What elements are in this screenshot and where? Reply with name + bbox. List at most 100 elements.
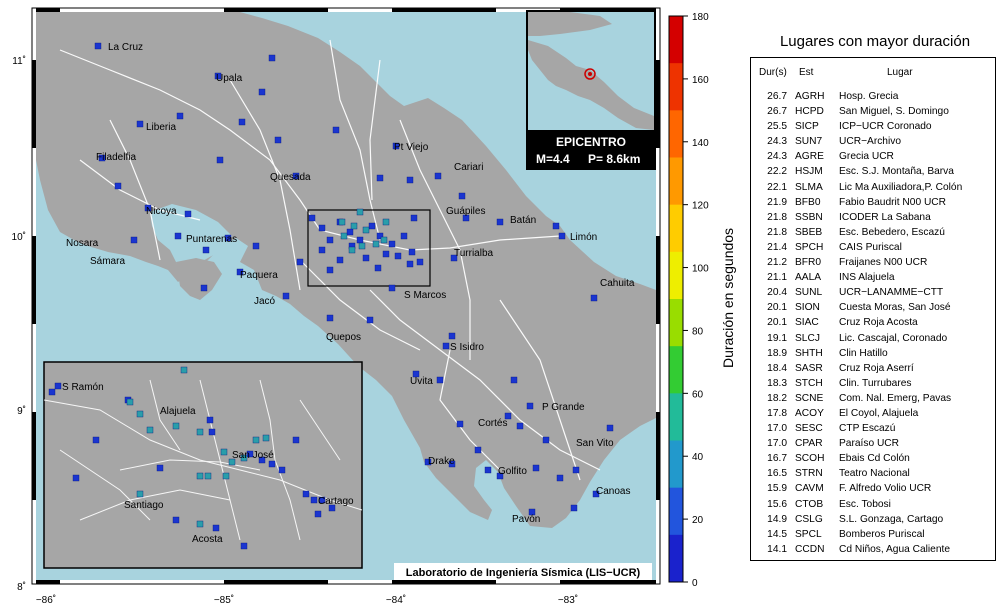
place-cell: F. Alfredo Volio UCR <box>839 483 932 495</box>
places-table-row: 14.1 CCDN Cd Niños, Agua Caliente <box>759 542 995 557</box>
place-cell: CAIS Puriscal <box>839 241 902 253</box>
station-code-cell: SUNL <box>795 287 823 299</box>
station-marker <box>590 294 598 302</box>
place-label: Nicoya <box>146 206 177 217</box>
station-code-cell: HCPD <box>795 106 824 118</box>
place-cell: Com. Nal. Emerg, Pavas <box>839 392 952 404</box>
station-marker <box>346 228 354 236</box>
station-marker <box>388 284 396 292</box>
duration-cell: 18.4 <box>767 362 787 374</box>
place-cell: S.L. Gonzaga, Cartago <box>839 513 944 525</box>
duration-cell: 21.4 <box>767 241 787 253</box>
station-marker <box>326 236 334 244</box>
place-cell: Lic Ma Auxiliadora,P. Colón <box>839 181 963 193</box>
place-cell: ICODER La Sabana <box>839 211 931 223</box>
station-marker <box>392 142 400 150</box>
station-code-cell: HSJM <box>795 166 823 178</box>
station-marker <box>314 510 322 518</box>
station-marker <box>184 210 192 218</box>
station-marker <box>92 436 100 444</box>
station-marker <box>338 218 346 226</box>
lon-tick: −83˚ <box>558 594 578 606</box>
duration-cell: 15.9 <box>767 483 787 495</box>
duration-cell: 14.5 <box>767 528 787 540</box>
lon-tick: −85˚ <box>214 594 234 606</box>
colorbar-segment <box>669 299 683 347</box>
station-code-cell: BFR0 <box>795 257 822 269</box>
station-marker <box>220 448 228 456</box>
station-marker <box>136 120 144 128</box>
station-code-cell: CSLG <box>795 513 823 525</box>
station-marker <box>358 242 366 250</box>
station-marker <box>410 214 418 222</box>
station-marker <box>458 192 466 200</box>
credit-box <box>394 563 652 580</box>
place-cell: Cruz Roja Aserrí <box>839 362 914 374</box>
station-marker <box>388 240 396 248</box>
station-marker <box>406 176 414 184</box>
station-marker <box>292 172 300 180</box>
station-marker <box>246 450 254 458</box>
station-code-cell: SION <box>795 302 820 314</box>
duration-cell: 20.1 <box>767 317 787 329</box>
station-marker <box>318 246 326 254</box>
colorbar-segment <box>669 487 683 536</box>
zoom-area-box <box>307 209 431 287</box>
places-table-row: 18.9 SHTH Clin Hatillo <box>759 346 995 361</box>
colorbar-tick-label: 180 <box>692 12 709 23</box>
colorbar-segment <box>669 157 683 206</box>
duration-cell: 15.6 <box>767 498 787 510</box>
station-code-cell: BFB0 <box>795 196 821 208</box>
colorbar-segment <box>669 346 683 394</box>
station-marker <box>474 446 482 454</box>
station-marker <box>214 72 222 80</box>
station-marker <box>146 426 154 434</box>
place-label: La Cruz <box>108 42 143 53</box>
places-table-row: 21.8 SSBN ICODER La Sabana <box>759 210 995 225</box>
places-table-row: 17.0 SESC CTP Escazú <box>759 421 995 436</box>
station-marker <box>484 466 492 474</box>
place-label: Limón <box>570 232 597 243</box>
station-code-cell: SUN7 <box>795 136 823 148</box>
places-table-row: 18.4 SASR Cruz Roja Aserrí <box>759 361 995 376</box>
station-marker <box>572 466 580 474</box>
places-table-header: Dur(s) Est Lugar <box>759 67 995 81</box>
station-marker <box>126 398 134 406</box>
station-marker <box>174 232 182 240</box>
place-label: Cortés <box>478 418 507 429</box>
station-code-cell: CTOB <box>795 498 824 510</box>
station-marker <box>200 284 208 292</box>
places-table-row: 20.4 SUNL UCR−LANAMME−CTT <box>759 285 995 300</box>
duration-cell: 26.7 <box>767 91 787 102</box>
station-marker <box>54 382 62 390</box>
duration-cell: 24.3 <box>767 151 787 163</box>
places-table-row: 20.1 SIAC Cruz Roja Acosta <box>759 315 995 330</box>
place-cell: Hosp. Grecia <box>839 91 899 102</box>
header-est: Est <box>799 67 814 78</box>
station-code-cell: SSBN <box>795 211 823 223</box>
station-code-cell: SIAC <box>795 317 819 329</box>
station-marker <box>570 504 578 512</box>
duration-cell: 18.9 <box>767 347 787 359</box>
place-label: Guápiles <box>446 206 485 217</box>
duration-cell: 20.1 <box>767 302 787 314</box>
duration-cell: 24.3 <box>767 136 787 148</box>
station-marker <box>448 332 456 340</box>
places-table-row: 18.3 STCH Clin. Turrubares <box>759 376 995 391</box>
places-table-row: 26.7 HCPD San Miguel, S. Domingo <box>759 104 995 119</box>
station-marker <box>380 236 388 244</box>
station-marker <box>556 474 564 482</box>
place-cell: Esc. Tobosi <box>839 498 891 510</box>
inset-place-label: Acosta <box>192 534 223 545</box>
station-marker <box>552 222 560 230</box>
station-marker <box>172 516 180 524</box>
duration-cell: 18.2 <box>767 392 787 404</box>
colorbar-tick-label: 100 <box>692 264 709 275</box>
station-marker <box>318 224 326 232</box>
lat-tick: 11˚ <box>12 55 26 67</box>
roads <box>59 39 601 481</box>
station-marker <box>282 292 290 300</box>
places-table-row: 22.1 SLMA Lic Ma Auxiliadora,P. Colón <box>759 180 995 195</box>
places-rows: 26.7 AGRH Hosp. Grecia 26.7 HCPD San Miguel, … <box>759 89 995 557</box>
duration-cell: 14.1 <box>767 543 787 555</box>
